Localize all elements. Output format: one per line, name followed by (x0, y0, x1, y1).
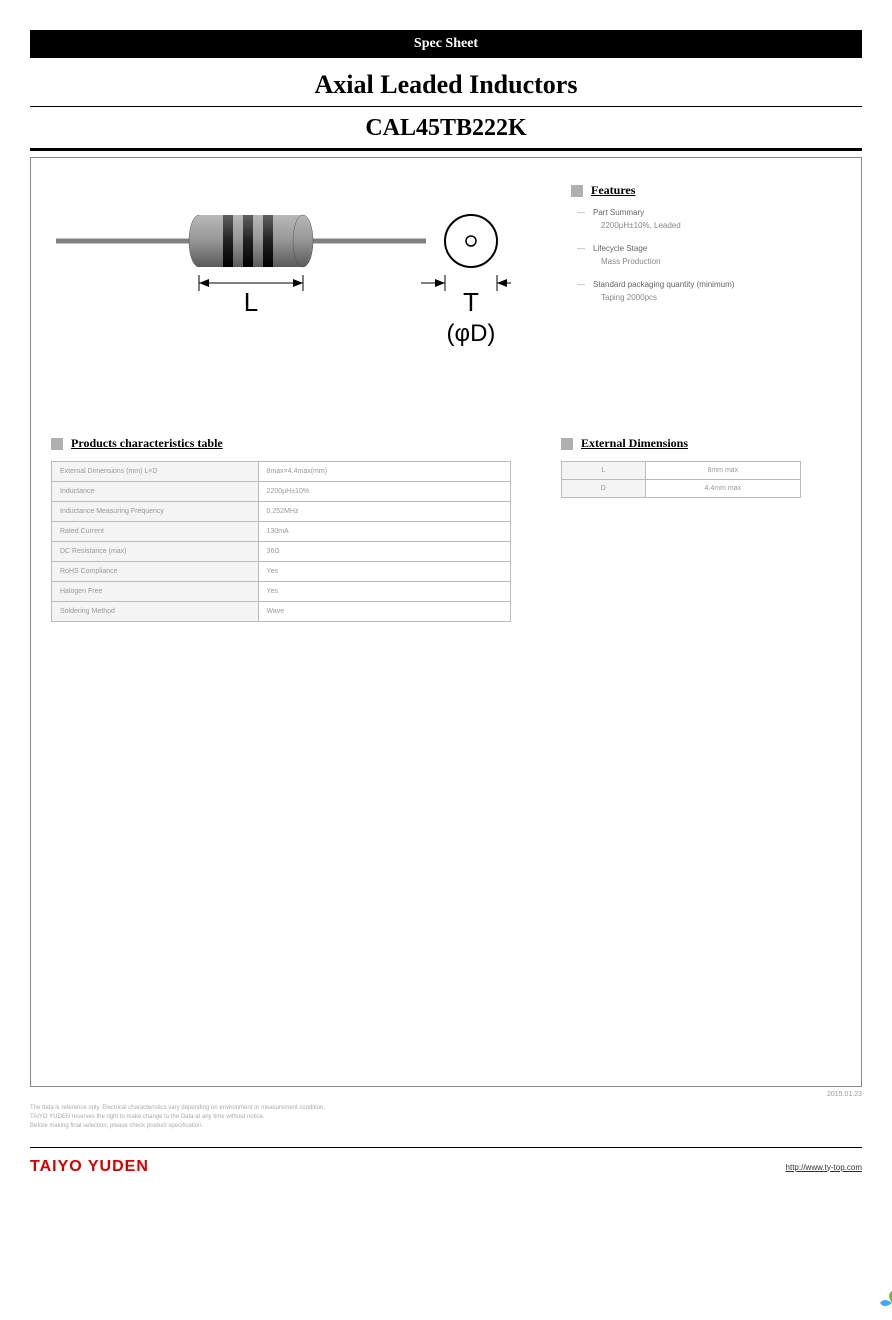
diagram-label-L: L (244, 287, 258, 317)
feature-value: Mass Production (593, 257, 841, 266)
disclaimer-line: Before making final selection, please ch… (30, 1122, 862, 1131)
bullet-square-icon (571, 185, 583, 197)
diagram-label-T: T (463, 287, 479, 317)
value-cell: 36Ω (258, 542, 510, 562)
feature-item: Standard packaging quantity (minimum) Ta… (571, 280, 841, 302)
feature-label: Standard packaging quantity (minimum) (593, 280, 841, 289)
spec-banner: Spec Sheet (30, 30, 862, 58)
param-cell: Soldering Method (52, 602, 259, 622)
feature-item: Part Summary 2200µH±10%, Leaded (571, 208, 841, 230)
table-row: Inductance2200µH±10% (52, 482, 511, 502)
value-cell: 8max×4.4max(mm) (258, 462, 510, 482)
value-cell: 0.252MHz (258, 502, 510, 522)
param-cell: L (562, 462, 646, 480)
bullet-square-icon (561, 438, 573, 450)
value-cell: 4.4mm max (645, 480, 800, 498)
param-cell: D (562, 480, 646, 498)
leaf-logo-icon (878, 1289, 892, 1317)
feature-label: Lifecycle Stage (593, 244, 841, 253)
date-stamp: 2015.01.23 (30, 1091, 862, 1098)
param-cell: DC Resistance (max) (52, 542, 259, 562)
table-row: L8mm max (562, 462, 801, 480)
dimensions-section: External Dimensions L8mm max D4.4mm max (561, 436, 841, 498)
table-row: Inductance Measuring Frequency0.252MHz (52, 502, 511, 522)
table-row: D4.4mm max (562, 480, 801, 498)
param-cell: Rated Current (52, 522, 259, 542)
table-row: DC Resistance (max)36Ω (52, 542, 511, 562)
characteristics-section: Products characteristics table External … (51, 436, 511, 622)
param-cell: RoHS Compliance (52, 562, 259, 582)
feature-label: Part Summary (593, 208, 841, 217)
disclaimer-line: The data is reference only. Electrical c… (30, 1104, 862, 1113)
footer: TAIYO YUDEN http://www.ty-top.com (30, 1148, 862, 1176)
characteristics-table: External Dimensions (mm) L×D8max×4.4max(… (51, 461, 511, 622)
feature-value: Taping 2000pcs (593, 293, 841, 302)
param-cell: External Dimensions (mm) L×D (52, 462, 259, 482)
content-frame: L T (φD) Features Part Summary (30, 157, 862, 1087)
value-cell: Yes (258, 582, 510, 602)
value-cell: Yes (258, 562, 510, 582)
param-cell: Inductance Measuring Frequency (52, 502, 259, 522)
corner-widget[interactable]: › (878, 1289, 892, 1317)
table-row: RoHS ComplianceYes (52, 562, 511, 582)
value-cell: 2200µH±10% (258, 482, 510, 502)
brand-url-link[interactable]: http://www.ty-top.com (786, 1163, 862, 1172)
feature-value: 2200µH±10%, Leaded (593, 221, 841, 230)
product-category-title: Axial Leaded Inductors (30, 70, 862, 107)
param-cell: Inductance (52, 482, 259, 502)
diagram-label-diameter: (φD) (447, 320, 496, 347)
value-cell: Wave (258, 602, 510, 622)
table-row: External Dimensions (mm) L×D8max×4.4max(… (52, 462, 511, 482)
component-diagram: L T (φD) (51, 183, 511, 376)
disclaimer-text: The data is reference only. Electrical c… (30, 1104, 862, 1131)
dimensions-table: L8mm max D4.4mm max (561, 461, 801, 498)
disclaimer-line: TAIYO YUDEN reserves the right to make c… (30, 1113, 862, 1122)
value-cell: 8mm max (645, 462, 800, 480)
characteristics-heading: Products characteristics table (71, 436, 223, 451)
dimensions-heading: External Dimensions (581, 436, 688, 451)
table-row: Rated Current130mA (52, 522, 511, 542)
part-number-title: CAL45TB222K (30, 115, 862, 151)
inductor-diagram-svg: L T (φD) (51, 193, 511, 373)
feature-item: Lifecycle Stage Mass Production (571, 244, 841, 266)
features-heading: Features (591, 183, 635, 198)
features-section: Features Part Summary 2200µH±10%, Leaded… (571, 183, 841, 316)
bullet-square-icon (51, 438, 63, 450)
param-cell: Halogen Free (52, 582, 259, 602)
value-cell: 130mA (258, 522, 510, 542)
brand-logo: TAIYO YUDEN (30, 1158, 149, 1176)
table-row: Halogen FreeYes (52, 582, 511, 602)
table-row: Soldering MethodWave (52, 602, 511, 622)
